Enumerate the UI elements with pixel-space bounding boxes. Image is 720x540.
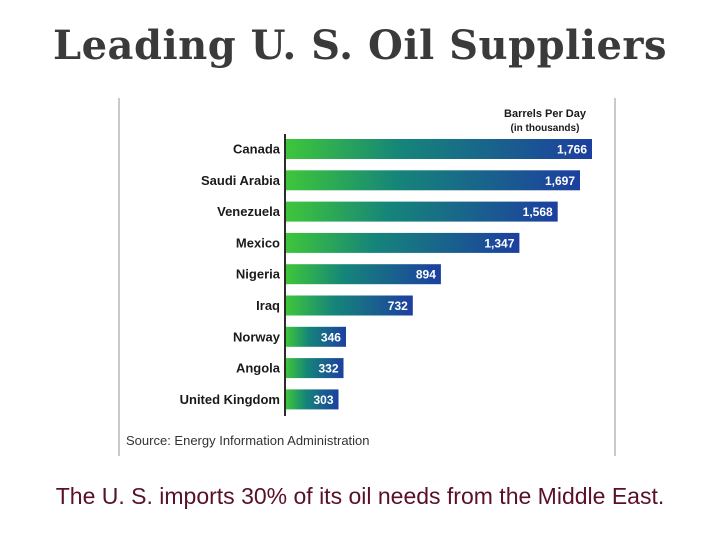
category-label: Saudi Arabia: [201, 173, 281, 188]
value-label: 332: [318, 362, 338, 376]
chart-panel: Barrels Per Day (in thousands) Canada 1,7…: [118, 98, 616, 456]
category-label: Norway: [233, 329, 281, 344]
value-label: 303: [313, 393, 333, 407]
bar-iraq: [286, 295, 413, 316]
unit-header-line2: (in thousands): [511, 123, 580, 134]
category-label: Canada: [233, 142, 281, 157]
caption: The U. S. imports 30% of its oil needs f…: [55, 483, 665, 509]
value-label: 1,347: [484, 236, 514, 250]
bar-canada: [286, 139, 592, 159]
bar-united-kingdom: [286, 389, 339, 410]
value-label: 1,697: [545, 174, 575, 188]
category-label: Mexico: [236, 235, 280, 250]
value-label: 894: [416, 268, 436, 282]
category-label: Angola: [236, 361, 281, 376]
bar-angola: [286, 358, 344, 379]
category-label: Venezuela: [217, 204, 281, 219]
bar-saudi-arabia: [286, 170, 580, 191]
value-label: 732: [388, 299, 408, 313]
unit-header-line1: Barrels Per Day: [504, 108, 587, 120]
bar-nigeria: [286, 264, 441, 285]
bar-mexico: [286, 232, 520, 253]
slide-title: Leading U. S. Oil Suppliers: [52, 22, 667, 69]
bar-venezuela: [286, 201, 558, 222]
value-label: 346: [321, 330, 341, 344]
category-label: Iraq: [256, 298, 280, 313]
value-label: 1,568: [523, 205, 553, 219]
category-label: United Kingdom: [180, 392, 280, 407]
bar-chart: Barrels Per Day (in thousands) Canada 1,7…: [126, 108, 592, 448]
category-label: Nigeria: [236, 267, 281, 282]
bar-norway: [286, 326, 346, 347]
source-note: Source: Energy Information Administratio…: [126, 433, 370, 448]
value-label: 1,766: [557, 143, 587, 157]
